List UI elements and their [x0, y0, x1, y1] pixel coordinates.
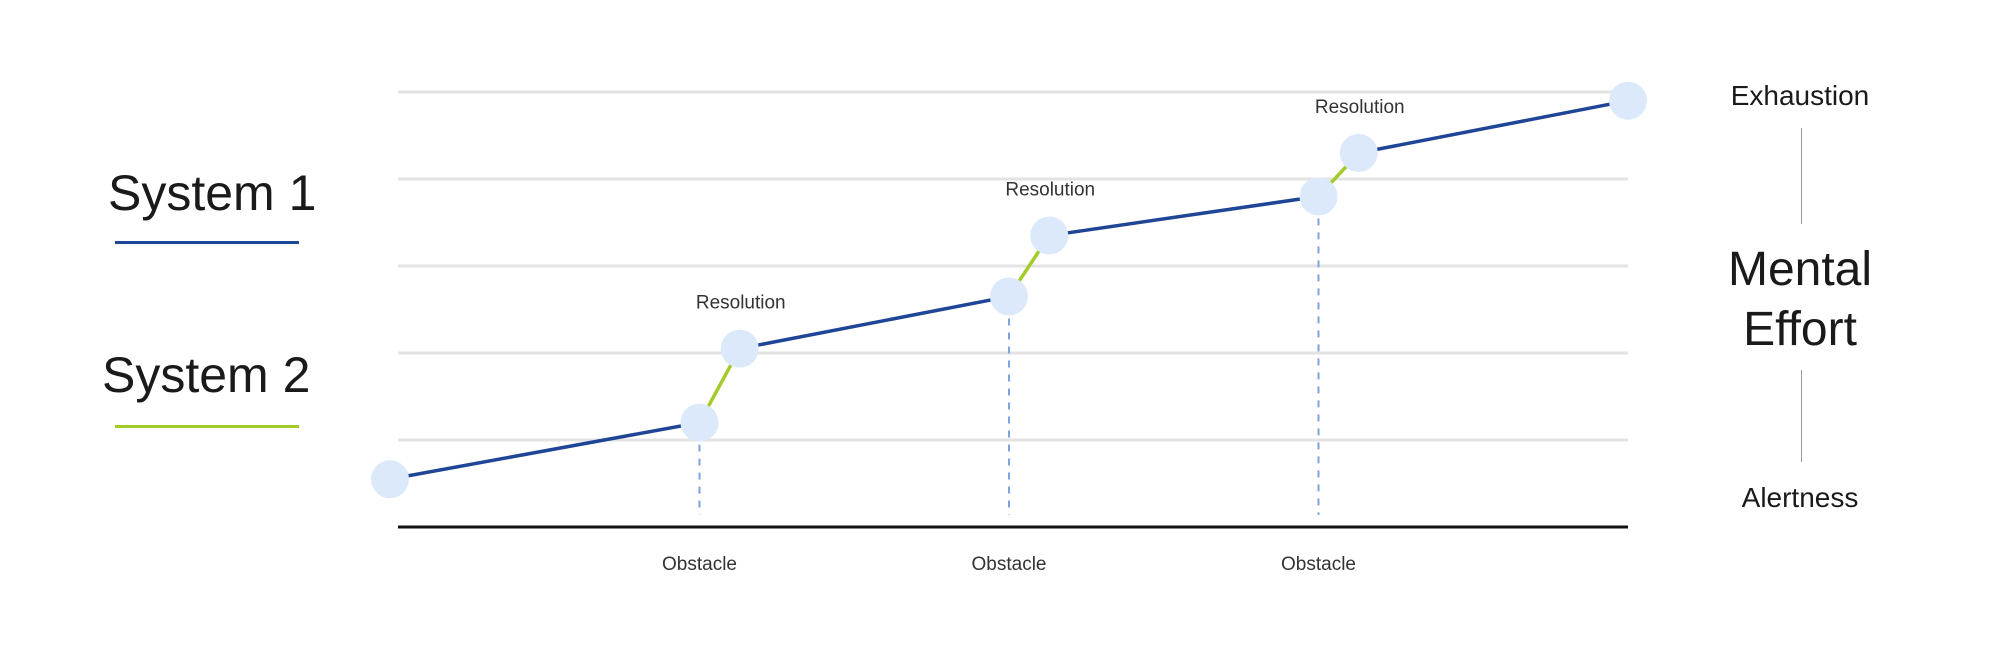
point-node-2 — [680, 403, 719, 442]
point-node-7 — [1339, 133, 1378, 172]
obstacle-label-3: Obstacle — [1281, 554, 1356, 575]
segment-7-system-1 — [1356, 98, 1630, 155]
legend-line-system-1 — [115, 241, 299, 244]
side-label-exhaustion: Exhaustion — [1730, 80, 1870, 111]
segment-3-system-1 — [737, 294, 1011, 351]
side-connector-top — [1801, 128, 1802, 224]
resolution-label-1: Resolution — [696, 293, 786, 314]
legend-label-system-2: System 2 — [102, 347, 311, 403]
point-node-3 — [720, 329, 759, 368]
legend-label-system-1: System 1 — [108, 165, 317, 221]
side-connector-bottom — [1801, 370, 1802, 462]
resolution-label-3: Resolution — [1315, 97, 1405, 118]
legend-line-system-2 — [115, 425, 299, 428]
side-label-alertness: Alertness — [1741, 482, 1859, 513]
point-node-6 — [1299, 177, 1338, 216]
segment-1-system-1 — [388, 420, 702, 481]
side-title-effort: Effort — [1743, 303, 1857, 356]
obstacle-label-1: Obstacle — [662, 554, 737, 575]
resolution-label-2: Resolution — [1005, 180, 1095, 201]
point-node-8 — [1609, 81, 1647, 120]
point-node-4 — [990, 277, 1028, 316]
point-node-5 — [1030, 216, 1069, 255]
point-node-1 — [371, 460, 409, 499]
obstacle-label-2: Obstacle — [972, 554, 1047, 575]
side-title-mental: Mental — [1727, 243, 1873, 296]
segment-5-system-1 — [1047, 194, 1321, 238]
